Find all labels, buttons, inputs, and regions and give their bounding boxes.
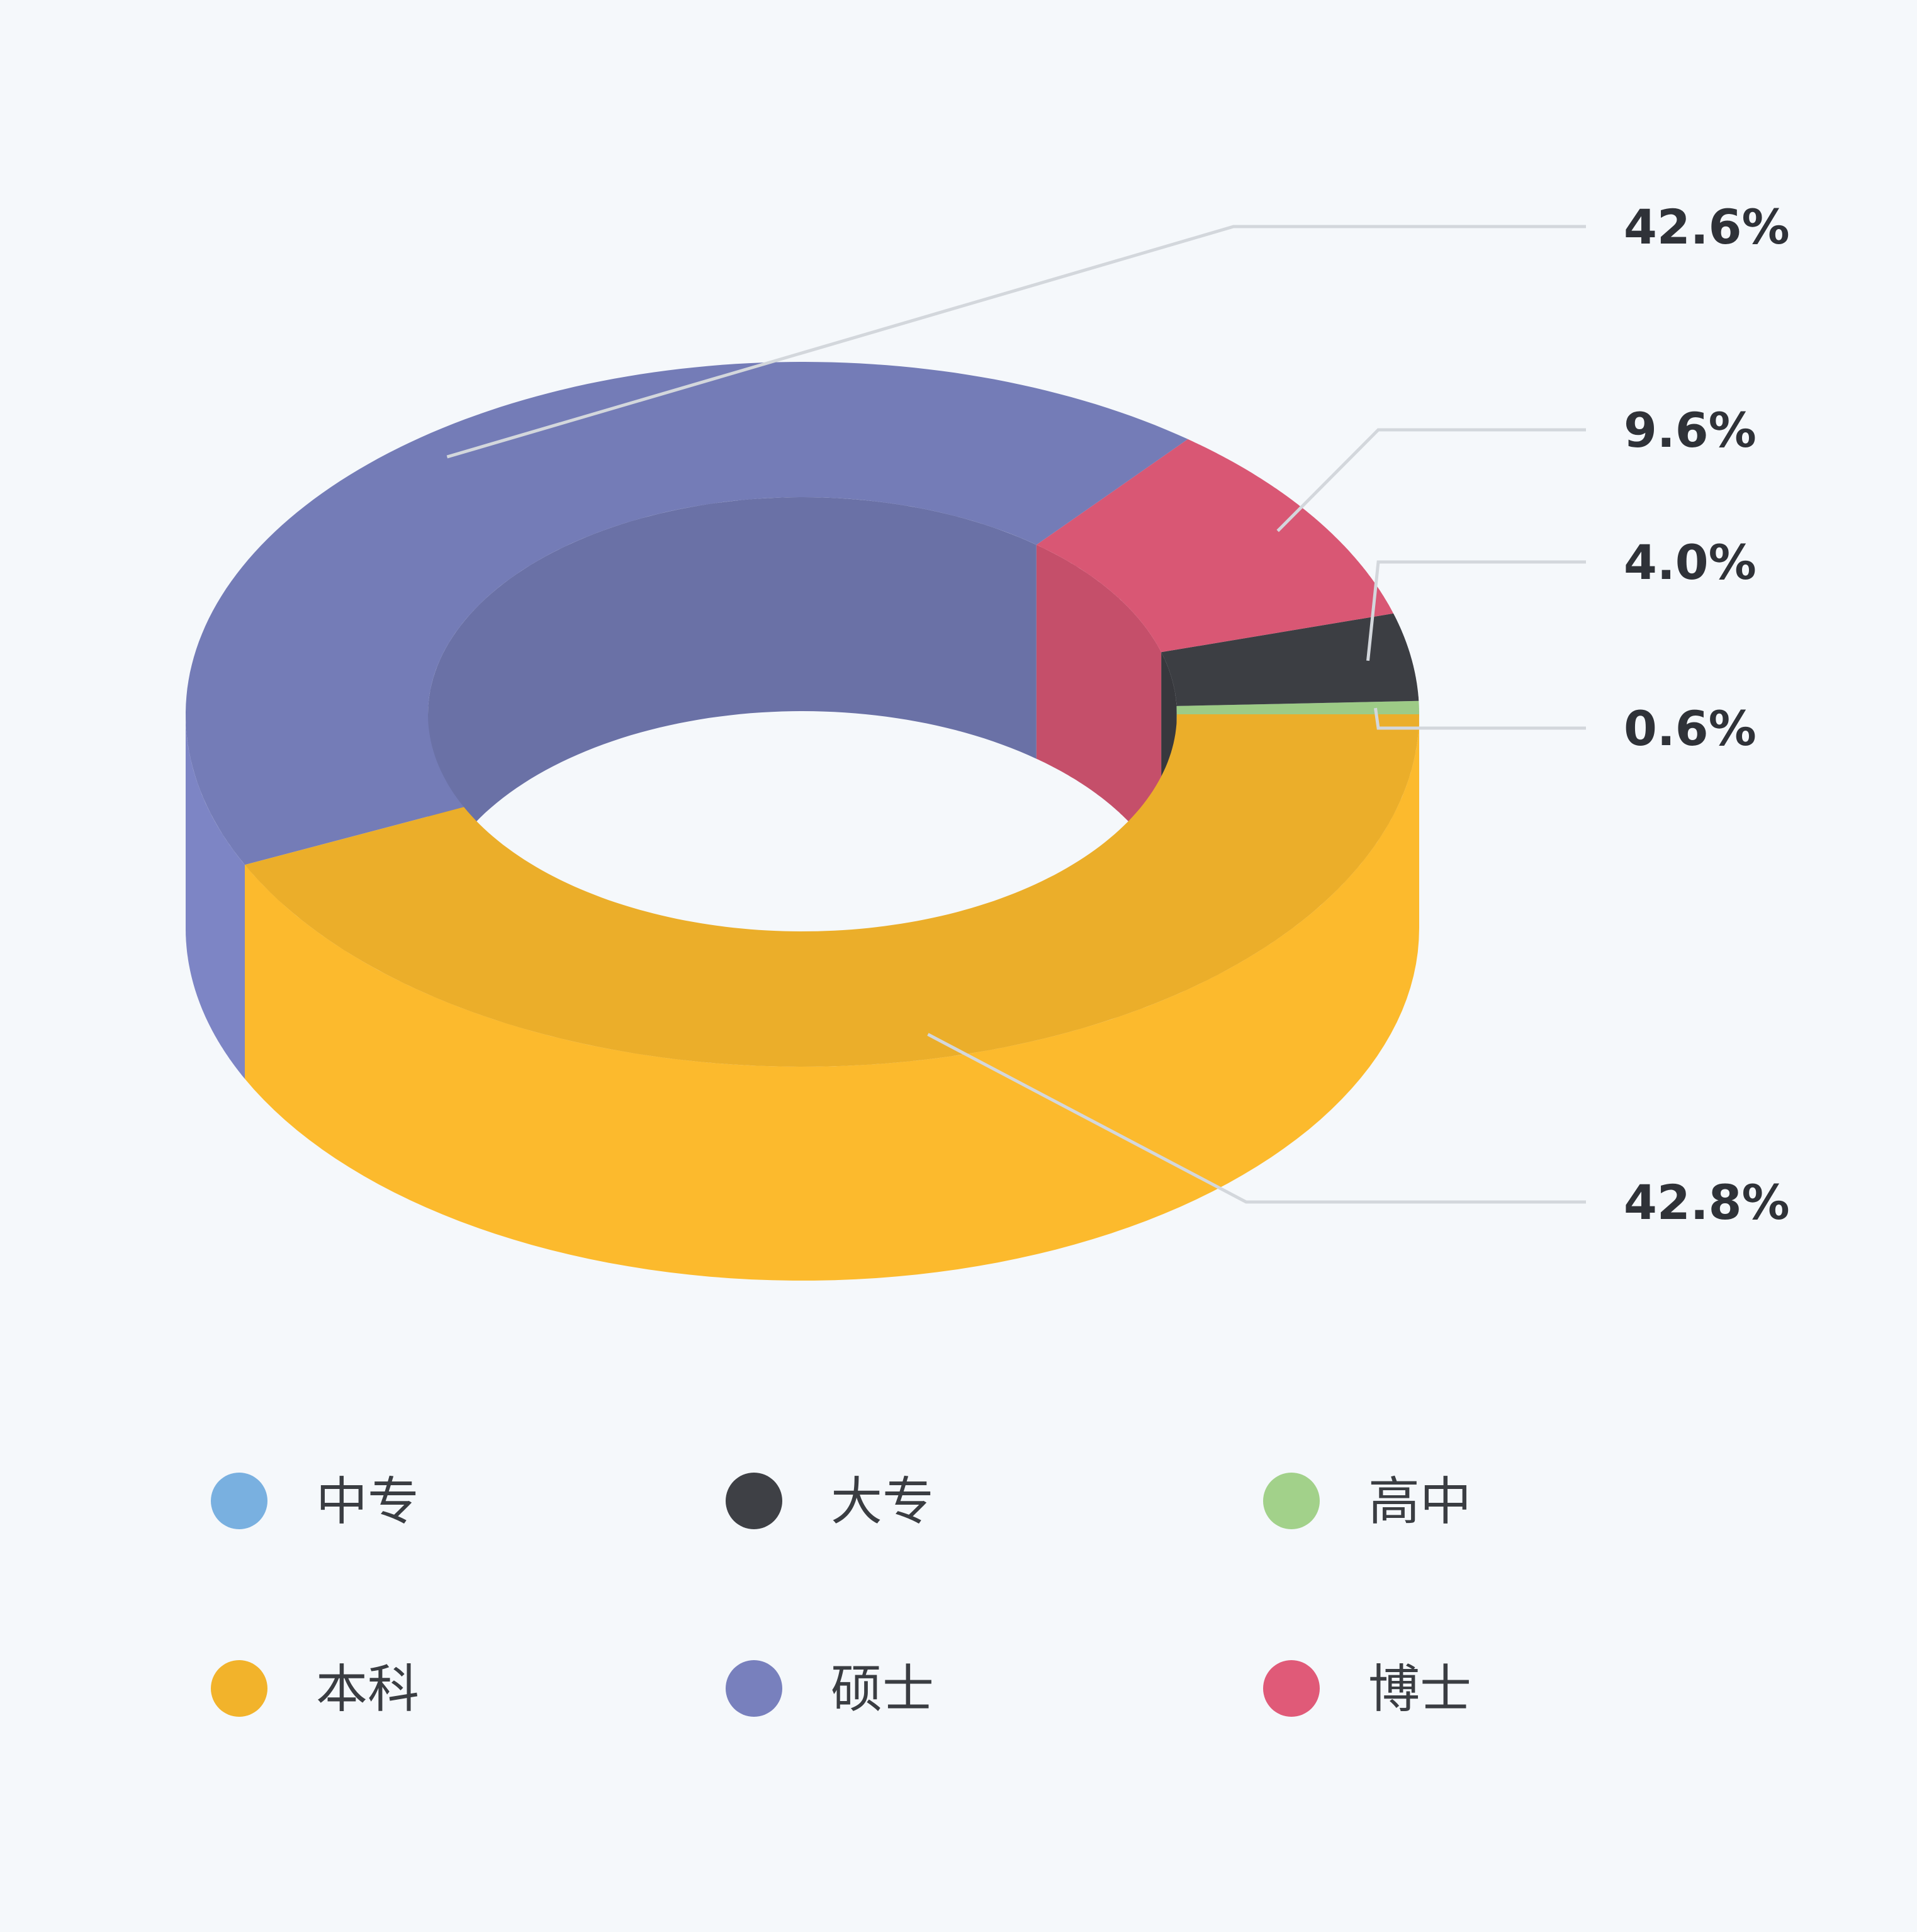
- slice-博士: [1036, 439, 1393, 653]
- legend-item-中专[interactable]: 中专: [211, 1472, 419, 1532]
- slice-硕士: [186, 362, 1188, 865]
- legend-item-大专[interactable]: 大专: [726, 1472, 934, 1532]
- percentage-label-硕士: 42.6%: [1624, 199, 1790, 255]
- chart-slices: [186, 362, 1419, 1281]
- slice-高中: [1176, 700, 1419, 714]
- legend-label: 博士: [1368, 1660, 1471, 1719]
- percentage-label-博士: 9.6%: [1624, 402, 1757, 458]
- legend-label: 大专: [831, 1472, 934, 1532]
- percentage-labels: 0.6% 4.0% 9.6% 42.6% 42.8%: [1624, 199, 1790, 1230]
- legend-item-硕士[interactable]: 硕士: [726, 1660, 934, 1719]
- slice-wall-硕士: [186, 714, 245, 1079]
- slice-本科: [245, 714, 1419, 1067]
- percentage-label-高中: 0.6%: [1624, 700, 1757, 756]
- legend-label: 本科: [316, 1660, 419, 1719]
- slice-inner-wall-硕士: [428, 497, 1037, 928]
- legend-label: 高中: [1368, 1472, 1471, 1532]
- legend-marker: [726, 1660, 782, 1717]
- leader-line-博士: [1276, 428, 1586, 532]
- legend-marker: [211, 1473, 267, 1529]
- legend-marker: [726, 1473, 782, 1529]
- percentage-label-本科: 42.8%: [1624, 1174, 1790, 1230]
- slice-大专: [1161, 613, 1419, 706]
- legend-marker: [1263, 1473, 1320, 1529]
- percentage-label-大专: 4.0%: [1624, 534, 1757, 590]
- legend-marker: [1263, 1660, 1320, 1717]
- leader-line-本科: [927, 1033, 1586, 1204]
- legend-item-本科[interactable]: 本科: [211, 1660, 419, 1719]
- legend-marker: [211, 1660, 267, 1717]
- leader-line-大专: [1366, 560, 1586, 661]
- legend-item-高中[interactable]: 高中: [1263, 1472, 1471, 1532]
- leader-line-硕士: [446, 225, 1586, 459]
- legend-item-博士[interactable]: 博士: [1263, 1660, 1471, 1719]
- legend-label: 中专: [316, 1472, 419, 1532]
- slice-inner-wall-博士: [1036, 544, 1162, 867]
- label-leader-lines: [446, 225, 1586, 1204]
- legend-label: 硕士: [831, 1660, 934, 1719]
- leader-line-高中: [1374, 707, 1586, 730]
